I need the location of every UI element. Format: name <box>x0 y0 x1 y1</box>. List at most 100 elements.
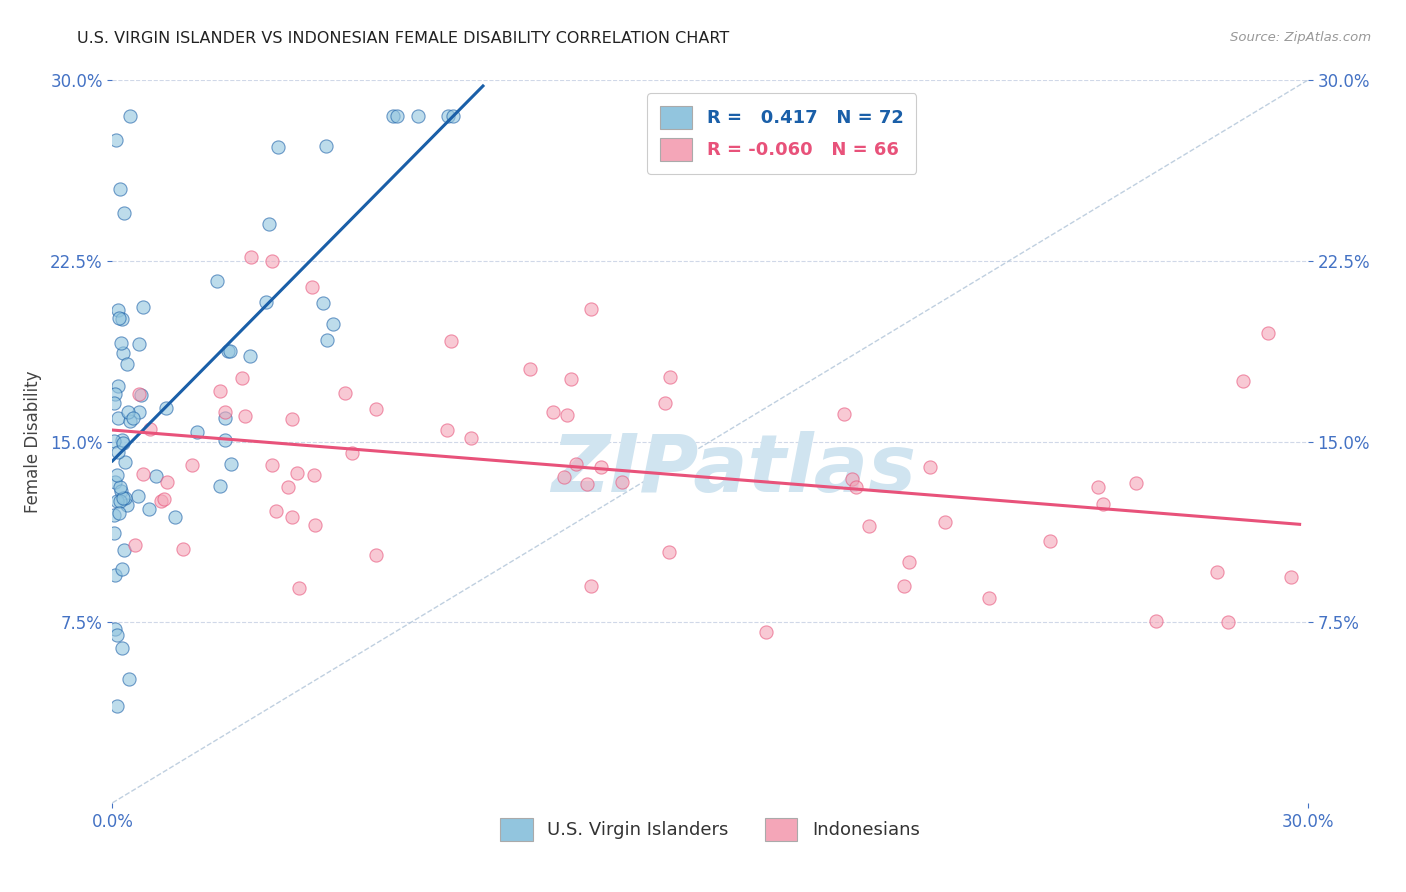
Point <box>110 483 132 498</box>
Point <box>105 133 128 147</box>
Point <box>382 109 405 123</box>
Point <box>139 422 162 436</box>
Point <box>364 548 387 562</box>
Point <box>277 480 299 494</box>
Point <box>111 311 134 326</box>
Point <box>208 479 231 493</box>
Point <box>231 371 253 385</box>
Point <box>104 622 127 636</box>
Point <box>1216 615 1239 630</box>
Point <box>364 402 387 417</box>
Point <box>918 459 941 474</box>
Point <box>589 459 612 474</box>
Point <box>120 414 142 428</box>
Point <box>186 425 208 440</box>
Point <box>832 407 855 421</box>
Point <box>1232 374 1254 388</box>
Point <box>132 467 155 482</box>
Point <box>214 433 236 447</box>
Point <box>145 468 167 483</box>
Point <box>163 510 186 524</box>
Point <box>112 543 135 558</box>
Point <box>105 628 128 642</box>
Point <box>977 591 1000 605</box>
Point <box>519 361 541 376</box>
Point <box>128 386 150 401</box>
Point <box>385 109 408 123</box>
Point <box>658 544 681 558</box>
Point <box>316 333 339 347</box>
Point <box>285 466 308 480</box>
Point <box>1039 534 1062 549</box>
Point <box>111 562 134 576</box>
Point <box>221 458 243 472</box>
Point <box>440 334 463 348</box>
Point <box>112 346 135 360</box>
Point <box>138 502 160 516</box>
Point <box>128 336 150 351</box>
Point <box>105 467 128 482</box>
Point <box>1125 475 1147 490</box>
Point <box>122 411 145 425</box>
Point <box>110 335 132 350</box>
Point <box>105 699 128 714</box>
Point <box>304 517 326 532</box>
Legend: U.S. Virgin Islanders, Indonesians: U.S. Virgin Islanders, Indonesians <box>494 810 927 848</box>
Point <box>181 458 204 473</box>
Point <box>214 405 236 419</box>
Point <box>755 625 778 640</box>
Point <box>841 472 863 486</box>
Point <box>111 436 134 450</box>
Point <box>1206 565 1229 579</box>
Y-axis label: Female Disability: Female Disability <box>24 370 42 513</box>
Point <box>105 493 128 508</box>
Point <box>128 405 150 419</box>
Point <box>260 253 283 268</box>
Point <box>152 492 174 507</box>
Point <box>257 217 280 231</box>
Point <box>1091 496 1114 510</box>
Point <box>107 445 129 459</box>
Point <box>845 479 868 493</box>
Point <box>560 371 582 385</box>
Point <box>1281 570 1303 584</box>
Point <box>436 424 458 438</box>
Point <box>288 581 311 595</box>
Point <box>110 433 132 447</box>
Point <box>311 295 333 310</box>
Point <box>233 409 256 423</box>
Point <box>406 109 429 123</box>
Point <box>301 279 323 293</box>
Point <box>103 508 125 523</box>
Point <box>315 138 337 153</box>
Point <box>103 526 125 541</box>
Point <box>214 410 236 425</box>
Point <box>302 467 325 482</box>
Point <box>218 343 240 358</box>
Text: Source: ZipAtlas.com: Source: ZipAtlas.com <box>1230 31 1371 45</box>
Point <box>111 491 134 505</box>
Point <box>260 458 283 472</box>
Point <box>893 579 915 593</box>
Point <box>340 446 363 460</box>
Point <box>654 396 676 410</box>
Point <box>541 405 564 419</box>
Point <box>553 469 575 483</box>
Point <box>114 205 135 219</box>
Point <box>205 274 228 288</box>
Point <box>240 250 263 264</box>
Point <box>612 475 634 489</box>
Text: ZIPatlas: ZIPatlas <box>551 432 917 509</box>
Point <box>281 412 304 426</box>
Point <box>858 519 880 533</box>
Point <box>114 491 136 505</box>
Point <box>1087 480 1109 494</box>
Point <box>934 515 956 529</box>
Point <box>898 555 921 569</box>
Point <box>579 301 602 317</box>
Point <box>104 387 127 401</box>
Point <box>335 385 357 400</box>
Point <box>658 370 681 384</box>
Point <box>460 431 482 445</box>
Point <box>103 395 125 409</box>
